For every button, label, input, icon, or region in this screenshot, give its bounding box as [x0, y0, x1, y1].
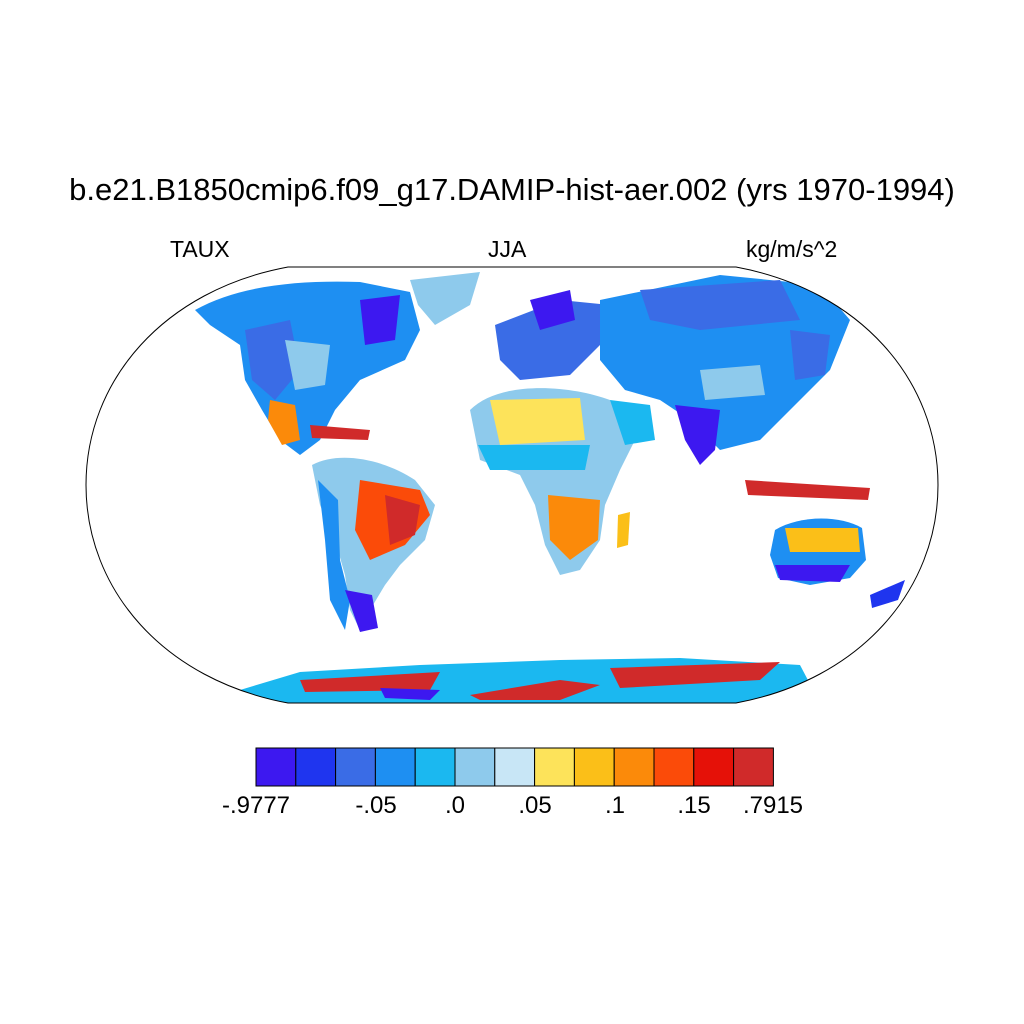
colorbar-swatch [534, 747, 575, 787]
north-america-plains [285, 340, 330, 390]
colorbar-tick-label: .1 [604, 792, 626, 819]
colorbar-tick-label: -.9777 [221, 792, 291, 819]
colorbar-tick-label: .0 [444, 792, 466, 819]
colorbar [255, 747, 774, 787]
siberia [640, 280, 800, 330]
colorbar-swatch [374, 747, 416, 787]
tibet [700, 365, 765, 400]
colorbar-tick-label: .15 [677, 792, 711, 819]
arabia [610, 400, 655, 445]
europe [495, 300, 610, 380]
colorbar-swatch [653, 747, 695, 787]
colorbar-swatch [255, 747, 297, 787]
variable-label: TAUX [170, 236, 230, 262]
canada-east [360, 295, 400, 345]
colorbar-swatch [573, 747, 615, 787]
india [675, 405, 720, 465]
australia-south [775, 565, 850, 582]
colorbar-tick-label: .7915 [742, 792, 804, 819]
antarctica-red-2 [470, 680, 600, 700]
colorbar-swatch [295, 747, 337, 787]
colorbar-swatch [693, 747, 735, 787]
colorbar-swatch [335, 747, 376, 787]
sahel [478, 445, 590, 470]
mexico-warm [268, 400, 300, 445]
land-fields [195, 272, 905, 703]
greenland [410, 272, 480, 325]
antarctica-red-3 [610, 662, 780, 688]
indonesia [745, 480, 870, 500]
colorbar-swatch [613, 747, 655, 787]
plot-title: b.e21.B1850cmip6.f09_g17.DAMIP-hist-aer.… [69, 172, 955, 207]
southern-africa-hot [548, 495, 600, 560]
colorbar-tick-label: .05 [518, 792, 552, 819]
east-asia [790, 330, 830, 380]
season-label: JJA [488, 236, 527, 262]
north-america-west [245, 320, 300, 400]
antarctica-blue [380, 688, 440, 700]
caribbean [310, 425, 370, 440]
colorbar-swatch [454, 747, 496, 787]
antarctica-red-1 [300, 672, 440, 692]
colorbar-swatch [494, 747, 536, 787]
australia-north [785, 528, 860, 552]
patagonia [345, 590, 378, 632]
madagascar [617, 512, 630, 548]
colorbar-tick-label: -.05 [355, 792, 397, 819]
units-label: kg/m/s^2 [746, 236, 838, 262]
sahara [490, 398, 585, 445]
new-zealand [870, 580, 905, 608]
andes [318, 480, 350, 630]
scandinavia [530, 290, 575, 330]
map-boundary [85, 266, 939, 704]
colorbar-swatch [733, 747, 774, 787]
colorbar-swatch [414, 747, 456, 787]
brazil-core [385, 495, 420, 545]
